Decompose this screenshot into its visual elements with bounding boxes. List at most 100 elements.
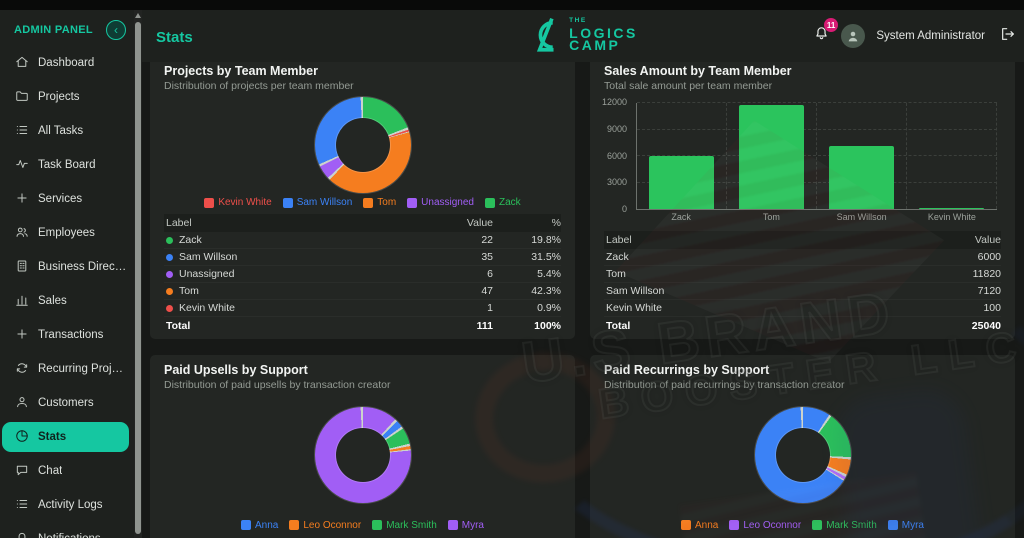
sidebar: ADMIN PANEL ‹ Dashboard Projects All Tasks… xyxy=(0,10,134,538)
legend-label: Myra xyxy=(901,519,924,531)
table-row: Kevin White 1 0.9% xyxy=(164,300,561,317)
sidebar-item-sales[interactable]: Sales xyxy=(0,284,134,318)
sidebar-item-notifications[interactable]: Notifications xyxy=(0,522,134,538)
sidebar-item-services[interactable]: Services xyxy=(0,182,134,216)
legend-label: Leo Oconnor xyxy=(303,519,362,531)
legend-label: Leo Oconnor xyxy=(743,519,802,531)
sidebar-item-customers[interactable]: Customers xyxy=(0,386,134,420)
sidebar-item-business-directo[interactable]: Business Directo… xyxy=(0,250,134,284)
donut-chart-area xyxy=(604,396,1001,514)
sidebar-item-dashboard[interactable]: Dashboard xyxy=(0,46,134,80)
sidebar-item-label: Task Board xyxy=(38,159,96,171)
legend-item-leo-oconnor[interactable]: Leo Oconnor xyxy=(289,520,361,531)
user-avatar[interactable] xyxy=(841,24,866,48)
user-name: System Administrator xyxy=(876,30,985,42)
folder-icon xyxy=(15,89,29,106)
sidebar-item-label: Business Directo… xyxy=(38,261,128,273)
legend-label: Unassigned xyxy=(421,197,474,208)
bar-column-kevin-white xyxy=(907,103,997,209)
logout-icon xyxy=(1002,27,1014,40)
chart-legend: Anna Leo Oconnor Mark Smith Myra xyxy=(604,516,1001,534)
bar xyxy=(649,156,714,209)
sidebar-item-task-board[interactable]: Task Board xyxy=(0,148,134,182)
x-tick-label: Zack xyxy=(671,212,691,222)
table-total-row: Total 25040 xyxy=(606,320,1001,332)
bar-column-zack xyxy=(637,103,727,209)
pie-chart-icon xyxy=(15,429,29,446)
y-tick-label: 0 xyxy=(621,204,627,214)
sidebar-item-projects[interactable]: Projects xyxy=(0,80,134,114)
sidebar-item-chat[interactable]: Chat xyxy=(0,454,134,488)
sidebar-item-activity-logs[interactable]: Activity Logs xyxy=(0,488,134,522)
plus-icon xyxy=(15,327,29,344)
sidebar-item-all-tasks[interactable]: All Tasks xyxy=(0,114,134,148)
card-subtitle: Distribution of paid recurrings by trans… xyxy=(604,379,845,391)
legend-item-leo-oconnor[interactable]: Leo Oconnor xyxy=(729,520,801,531)
sidebar-item-label: Employees xyxy=(38,227,95,239)
scrollbar-up-arrow-icon[interactable] xyxy=(135,13,141,18)
sidebar-item-employees[interactable]: Employees xyxy=(0,216,134,250)
header-actions: 11 System Administrator xyxy=(813,10,1016,62)
chart-legend: Kevin White Sam Willson Tom Unassigned Zack xyxy=(164,195,561,210)
row-color-dot xyxy=(166,287,173,295)
sidebar-item-label: Dashboard xyxy=(38,57,95,69)
y-axis: 0 3000 6000 9000 12000 xyxy=(602,97,634,214)
logo-text: THE LOGICS CAMP xyxy=(569,18,638,52)
bar-chart-icon xyxy=(15,293,29,310)
bar-column-sam-willson xyxy=(817,103,907,209)
top-header: Stats THE LOGICS CAMP 11 xyxy=(142,10,1024,62)
row-color-dot xyxy=(166,236,173,244)
table-row: Sam Willson 35 31.5% xyxy=(164,249,561,266)
legend-item-anna[interactable]: Anna xyxy=(681,520,718,531)
sidebar-item-recurring-projec[interactable]: Recurring Projec… xyxy=(0,352,134,386)
sidebar-item-label: Chat xyxy=(38,465,63,477)
table-row: Zack 6000 xyxy=(604,249,1001,266)
bar-column-tom xyxy=(727,103,817,209)
legend-swatch xyxy=(812,520,823,530)
bell-icon xyxy=(15,531,29,538)
refresh-icon xyxy=(15,361,29,378)
legend-item-tom[interactable]: Tom xyxy=(363,197,396,208)
legend-swatch xyxy=(729,520,740,530)
legend-label: Tom xyxy=(377,197,397,208)
legend-item-myra[interactable]: Myra xyxy=(887,519,924,531)
cards-grid: Projects by Team Member Distribution of … xyxy=(150,62,1015,538)
list-icon xyxy=(15,123,29,140)
vertical-scrollbar[interactable] xyxy=(134,10,142,538)
recurrings-donut-chart xyxy=(754,407,851,503)
content-area: Projects by Team Member Distribution of … xyxy=(142,62,1024,538)
table-row: Unassigned 6 5.4% xyxy=(164,266,561,283)
sidebar-item-label: Projects xyxy=(38,91,80,103)
page-title: Stats xyxy=(156,29,193,46)
legend-label: Mark Smith xyxy=(826,519,877,531)
sidebar-item-stats[interactable]: Stats xyxy=(2,422,129,452)
legend-item-unassigned[interactable]: Unassigned xyxy=(407,197,474,208)
user-avatar-icon xyxy=(849,31,858,42)
x-axis: Zack Tom Sam Willson Kevin White xyxy=(636,212,997,225)
gridline xyxy=(637,155,997,156)
legend-item-zack[interactable]: Zack xyxy=(484,197,521,208)
legend-item-kevin-white[interactable]: Kevin White xyxy=(204,197,272,208)
legend-label: Sam Willson xyxy=(296,197,353,208)
legend-label: Anna xyxy=(695,519,719,531)
legend-label: Mark Smith xyxy=(386,519,437,531)
legend-item-myra[interactable]: Myra xyxy=(447,520,484,531)
upsells-donut-chart xyxy=(314,407,411,503)
logout-button[interactable] xyxy=(1000,26,1016,47)
scrollbar-thumb[interactable] xyxy=(135,22,141,534)
legend-item-anna[interactable]: Anna xyxy=(241,520,278,531)
sidebar-item-transactions[interactable]: Transactions xyxy=(0,318,134,352)
row-color-dot xyxy=(166,270,173,278)
card-paid-recurrings-by-support: Paid Recurrings by Support Distribution … xyxy=(590,355,1015,538)
notifications-button[interactable]: 11 xyxy=(813,18,839,47)
sidebar-item-label: Activity Logs xyxy=(38,499,103,511)
y-tick-label: 12000 xyxy=(601,97,627,107)
card-title: Paid Upsells by Support xyxy=(164,363,308,377)
legend-item-mark-smith[interactable]: Mark Smith xyxy=(372,520,437,531)
sidebar-collapse-button[interactable]: ‹ xyxy=(106,20,126,40)
sales-bar-chart: 0 3000 6000 9000 12000 Zack Tom Sam Willson Kevi… xyxy=(602,97,999,225)
logo-line1: LOGICS xyxy=(569,24,638,41)
legend-item-mark-smith[interactable]: Mark Smith xyxy=(812,520,877,531)
legend-item-sam-willson[interactable]: Sam Willson xyxy=(282,197,353,208)
legend-swatch xyxy=(887,520,898,530)
